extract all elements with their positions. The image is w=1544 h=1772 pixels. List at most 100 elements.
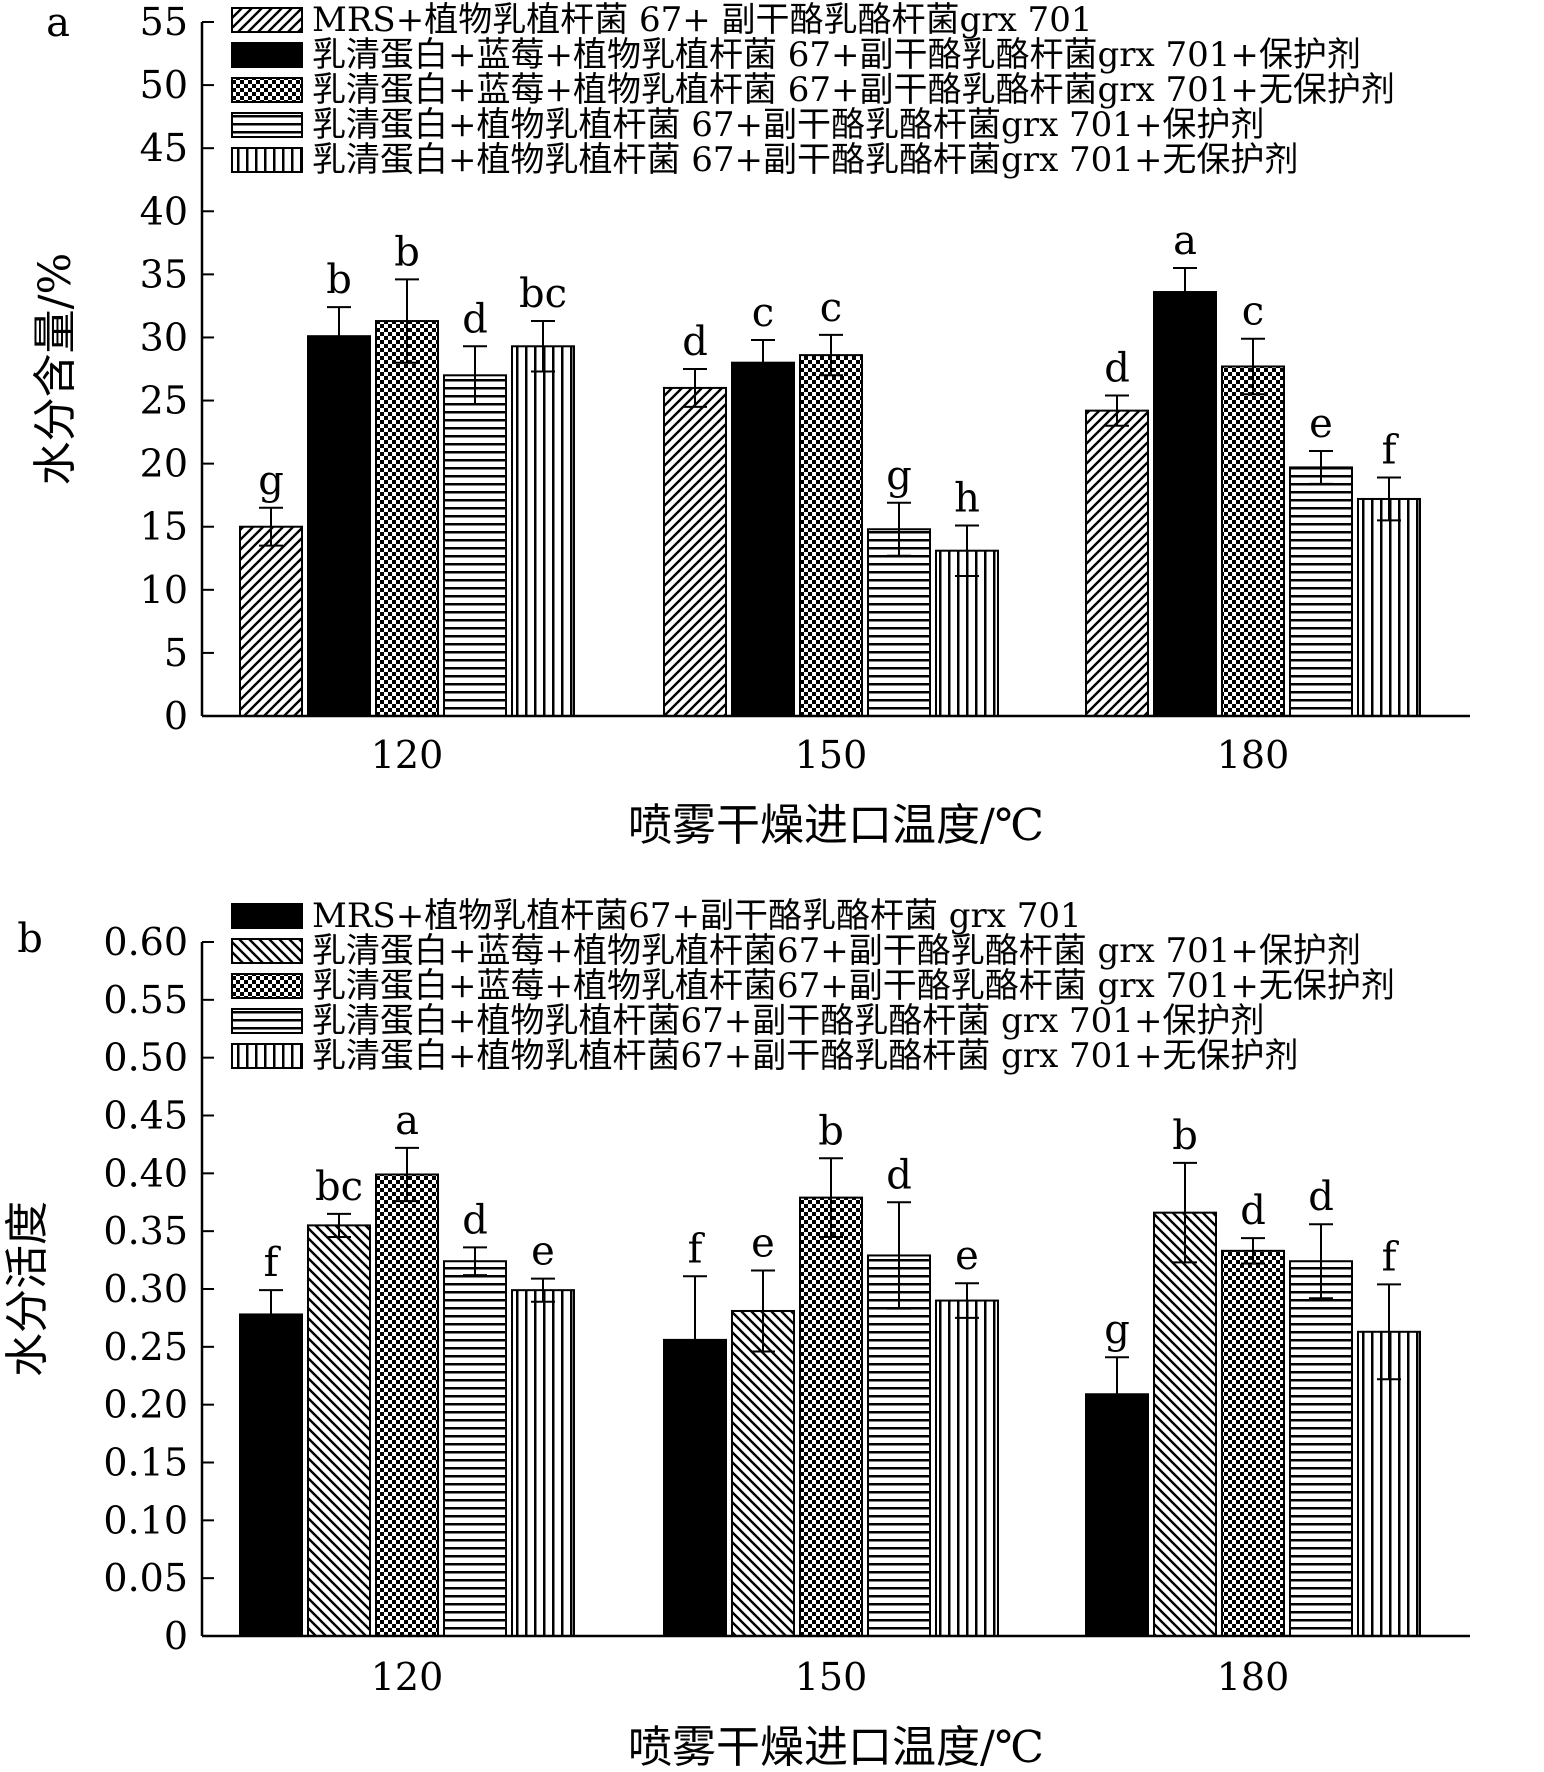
x-tick-label: 180 <box>1217 1655 1290 1699</box>
legend-swatch <box>231 1008 303 1034</box>
bar <box>867 1254 931 1637</box>
bar <box>1221 1249 1285 1637</box>
significance-label: g <box>258 458 284 504</box>
y-tick-label: 0.45 <box>103 1094 188 1138</box>
significance-label: f <box>1382 428 1400 474</box>
bar <box>443 374 507 717</box>
bar <box>1357 497 1421 718</box>
significance-label: c <box>1242 289 1264 335</box>
legend-swatch <box>231 112 303 138</box>
y-axis-title: 水分活度 <box>2 1201 53 1377</box>
y-tick-label: 35 <box>140 252 188 296</box>
y-axis-title: 水分含量/% <box>30 253 81 486</box>
y-tick-label: 0.50 <box>103 1036 188 1080</box>
bar <box>375 1173 439 1637</box>
legend-swatch <box>231 42 303 68</box>
y-tick-label: 50 <box>140 63 188 107</box>
legend-label: 乳清蛋白+植物乳植杆菌 67+副干酪乳酪杆菌grx 701+保护剂 <box>312 105 1264 145</box>
bar <box>1085 1393 1149 1638</box>
y-tick-label: 20 <box>140 442 188 486</box>
significance-label: a <box>1173 218 1197 264</box>
legend-label: 乳清蛋白+蓝莓+植物乳植杆菌 67+副干酪乳酪杆菌grx 701+保护剂 <box>312 35 1361 75</box>
y-tick-label: 0.30 <box>103 1267 188 1311</box>
significance-label: d <box>1104 345 1130 391</box>
y-tick-label: 0 <box>164 694 188 738</box>
chart-panel-b: b 0 0.05 0.10 0.15 0.20 0.25 0.30 0.35 0.40 0.45 0.… <box>2 896 1470 1772</box>
significance-label: d <box>1308 1174 1334 1220</box>
legend-label: MRS+植物乳植杆菌67+副干酪乳酪杆菌 grx 701 <box>312 896 1082 936</box>
bar <box>935 1299 999 1637</box>
y-tick-label: 0 <box>164 1614 188 1658</box>
bar <box>307 1224 371 1637</box>
bar <box>1085 409 1149 717</box>
y-tick-label: 0.10 <box>103 1498 188 1542</box>
y-tick-label: 0.60 <box>103 920 188 964</box>
significance-label: g <box>886 453 912 499</box>
significance-label: e <box>955 1233 979 1279</box>
significance-label: d <box>462 1197 488 1243</box>
bar <box>1221 365 1285 717</box>
significance-label: c <box>820 285 842 331</box>
bar <box>867 528 931 717</box>
x-tick-label: 120 <box>371 733 444 777</box>
x-axis-title: 喷雾干燥进口温度/℃ <box>628 800 1044 851</box>
significance-label: e <box>1309 401 1333 447</box>
bar <box>443 1260 507 1637</box>
y-tick-label: 40 <box>140 189 188 233</box>
legend-swatch <box>231 7 303 33</box>
bar <box>511 345 575 717</box>
bar <box>511 1289 575 1637</box>
significance-label: b <box>326 257 352 303</box>
bar <box>731 1309 795 1638</box>
bar <box>799 354 863 717</box>
x-tick-label: 150 <box>795 733 868 777</box>
significance-label: bc <box>519 271 567 317</box>
significance-label: d <box>682 319 708 365</box>
y-tick-label: 10 <box>140 568 188 612</box>
y-tick-label: 25 <box>140 379 188 423</box>
significance-label: a <box>395 1098 419 1144</box>
panel-label: b <box>17 916 43 962</box>
legend-label: 乳清蛋白+蓝莓+植物乳植杆菌 67+副干酪乳酪杆菌grx 701+无保护剂 <box>312 70 1395 110</box>
significance-label: b <box>394 229 420 275</box>
significance-label: e <box>751 1220 775 1266</box>
significance-label: c <box>752 290 774 336</box>
bar <box>799 1196 863 1637</box>
significance-label: e <box>531 1229 555 1275</box>
significance-label: d <box>886 1152 912 1198</box>
x-axis-title: 喷雾干燥进口温度/℃ <box>628 1722 1044 1772</box>
bar <box>1153 1211 1217 1638</box>
significance-label: b <box>818 1108 844 1154</box>
significance-label: f <box>1382 1234 1400 1280</box>
legend-swatch <box>231 147 303 173</box>
significance-label: bc <box>315 1164 363 1210</box>
bar <box>1357 1330 1421 1637</box>
bar <box>307 335 371 717</box>
y-tick-label: 30 <box>140 315 188 359</box>
significance-label: f <box>264 1240 282 1286</box>
legend-label: 乳清蛋白+植物乳植杆菌67+副干酪乳酪杆菌 grx 701+保护剂 <box>312 1001 1264 1041</box>
bar <box>1289 466 1353 717</box>
panel-label: a <box>46 0 70 46</box>
bar <box>663 386 727 717</box>
bar <box>731 361 795 717</box>
y-tick-label: 0.25 <box>103 1325 188 1369</box>
bar <box>935 549 999 718</box>
legend-label: 乳清蛋白+蓝莓+植物乳植杆菌67+副干酪乳酪杆菌 grx 701+无保护剂 <box>312 966 1395 1006</box>
significance-label: g <box>1104 1307 1130 1353</box>
x-tick-label: 150 <box>795 1655 868 1699</box>
y-tick-label: 15 <box>140 505 188 549</box>
significance-label: f <box>688 1226 706 1272</box>
bar <box>1153 291 1217 717</box>
y-tick-label: 0.55 <box>103 978 188 1022</box>
y-tick-label: 0.40 <box>103 1151 188 1195</box>
significance-label: d <box>462 296 488 342</box>
bar <box>239 525 303 718</box>
bar <box>239 1313 303 1637</box>
y-tick-label: 0.05 <box>103 1556 188 1600</box>
legend-swatch <box>231 77 303 103</box>
y-tick-label: 5 <box>164 631 188 675</box>
legend-swatch <box>231 903 303 929</box>
y-tick-label: 45 <box>140 126 188 170</box>
